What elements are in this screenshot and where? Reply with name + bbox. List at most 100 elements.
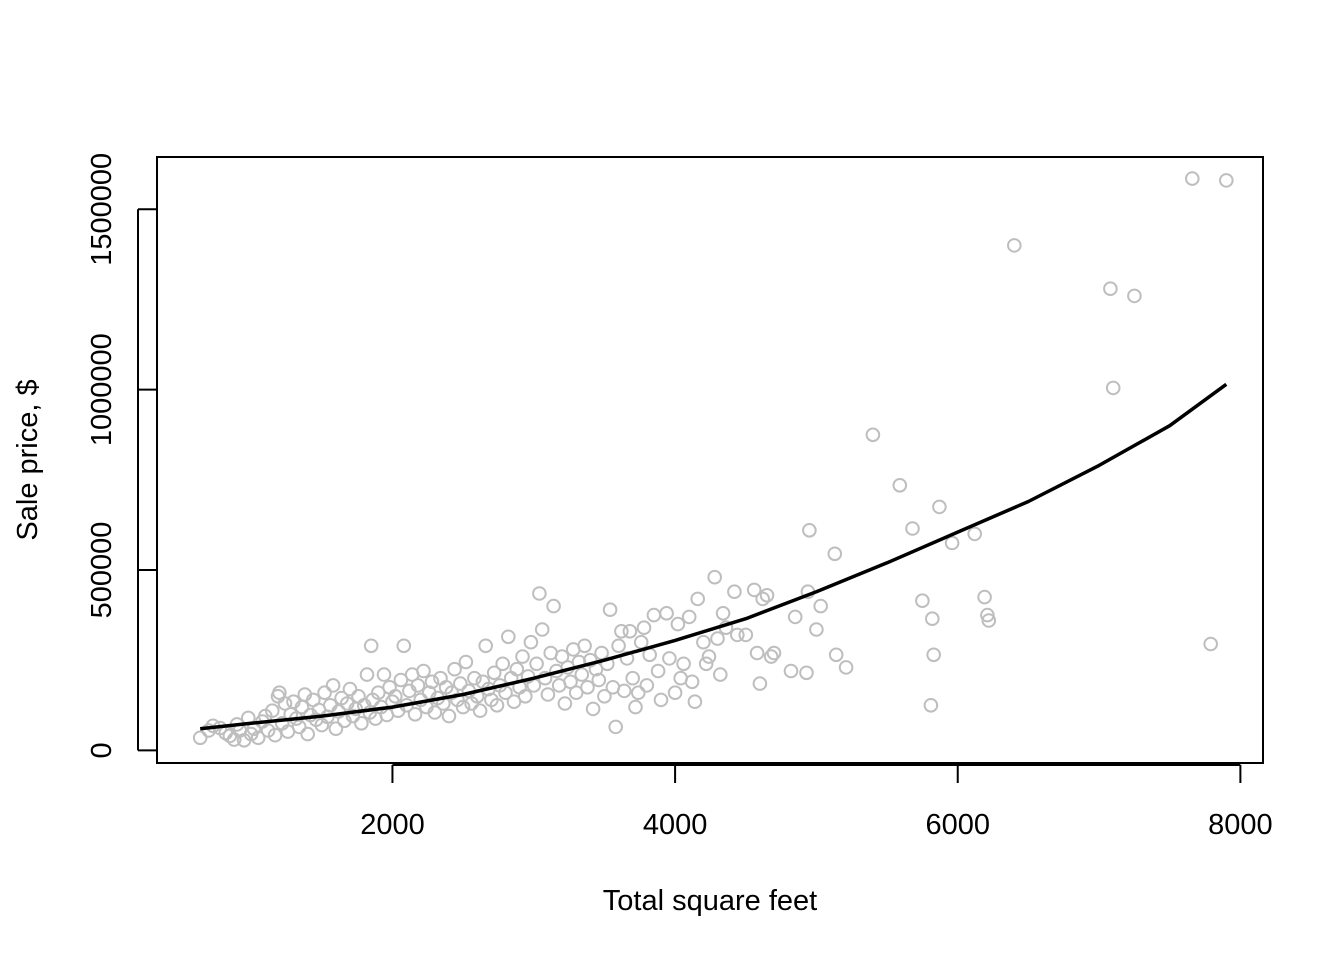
data-point — [458, 654, 474, 670]
data-point — [614, 624, 629, 639]
data-point — [755, 591, 771, 607]
data-point — [382, 680, 397, 695]
data-point — [766, 645, 782, 661]
data-point — [518, 689, 533, 704]
data-point — [636, 620, 652, 636]
data-point — [670, 616, 686, 632]
data-point — [1127, 288, 1142, 304]
data-point — [359, 667, 375, 682]
data-point — [1105, 380, 1121, 396]
data-point — [546, 598, 561, 614]
data-point — [611, 638, 626, 654]
y-tick-label: 1000000 — [86, 333, 118, 446]
data-point — [563, 674, 578, 690]
x-axis-title: Total square feet — [603, 885, 817, 917]
data-point — [809, 622, 824, 637]
x-tick-label: 2000 — [360, 809, 425, 841]
data-point — [416, 663, 431, 679]
data-point — [574, 667, 590, 682]
x-tick-label: 4000 — [643, 809, 708, 841]
data-point — [915, 593, 930, 609]
data-point — [650, 663, 666, 679]
x-tick-label: 8000 — [1208, 809, 1273, 841]
data-point — [625, 670, 641, 686]
data-point — [892, 478, 908, 493]
data-point — [600, 656, 615, 672]
data-point — [696, 634, 711, 650]
data-point — [676, 656, 691, 672]
data-point — [813, 598, 829, 614]
data-point — [192, 730, 208, 746]
data-point — [1103, 281, 1118, 297]
data-point — [925, 611, 940, 627]
data-point — [1219, 173, 1234, 188]
data-point — [371, 685, 386, 701]
data-point — [388, 689, 403, 704]
data-point — [838, 660, 854, 675]
data-point — [250, 730, 266, 746]
data-point — [646, 607, 662, 623]
data-point — [653, 692, 669, 708]
data-point — [407, 707, 423, 722]
data-point — [684, 674, 700, 690]
data-point — [865, 427, 881, 443]
data-point — [515, 649, 530, 664]
data-point — [328, 721, 344, 737]
data-point — [495, 656, 511, 672]
data-point — [585, 701, 601, 717]
data-point — [667, 685, 683, 701]
data-point — [828, 647, 844, 663]
data-point — [568, 685, 584, 701]
data-point — [631, 685, 646, 701]
data-point — [591, 672, 607, 688]
plot-box — [156, 156, 1264, 764]
data-point — [410, 678, 426, 693]
data-point — [467, 670, 482, 686]
data-point — [597, 689, 612, 704]
data-point — [639, 678, 655, 693]
data-point — [529, 656, 544, 672]
data-point — [441, 708, 457, 724]
data-point — [698, 656, 714, 672]
data-point — [540, 687, 556, 702]
x-tick-label: 6000 — [925, 809, 990, 841]
data-point — [608, 719, 624, 735]
data-point — [265, 703, 280, 719]
y-tick-label: 500000 — [86, 522, 118, 619]
data-point — [534, 622, 550, 637]
y-tick-label: 1500000 — [86, 153, 118, 266]
data-point — [944, 535, 960, 551]
data-point — [325, 678, 341, 693]
data-point — [633, 634, 649, 650]
data-point — [376, 667, 392, 682]
data-point — [427, 705, 443, 720]
data-point — [926, 647, 942, 663]
data-point — [1185, 171, 1200, 186]
data-point — [715, 606, 731, 621]
data-point — [707, 569, 723, 585]
data-point — [447, 661, 462, 677]
y-axis-title: Sale price, $ — [12, 379, 44, 540]
y-axis: 0 500000 1000000 1500000 — [86, 153, 156, 758]
points-layer — [192, 171, 1234, 748]
data-point — [267, 727, 283, 743]
data-point — [557, 696, 573, 711]
data-point — [453, 676, 468, 691]
data-point — [509, 661, 525, 677]
data-point — [354, 716, 369, 731]
data-point — [351, 689, 366, 704]
data-point — [727, 584, 742, 600]
data-point — [738, 627, 754, 643]
data-point — [532, 586, 547, 601]
data-point — [455, 699, 471, 715]
data-point — [923, 698, 939, 713]
data-point — [802, 523, 817, 538]
data-point — [967, 526, 983, 542]
data-point — [1203, 636, 1218, 652]
data-point — [506, 694, 522, 710]
data-point — [478, 638, 494, 654]
data-point — [291, 719, 307, 735]
data-point — [701, 649, 717, 664]
data-point — [759, 588, 775, 603]
